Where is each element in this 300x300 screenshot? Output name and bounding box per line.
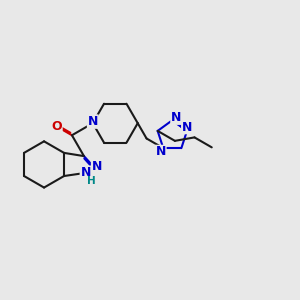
Text: N: N (88, 115, 98, 128)
Text: N: N (171, 111, 181, 124)
Text: O: O (51, 120, 62, 133)
Text: N: N (92, 160, 102, 172)
Text: N: N (155, 146, 166, 158)
Text: N: N (182, 121, 192, 134)
Text: H: H (87, 176, 96, 185)
Text: N: N (80, 166, 91, 179)
